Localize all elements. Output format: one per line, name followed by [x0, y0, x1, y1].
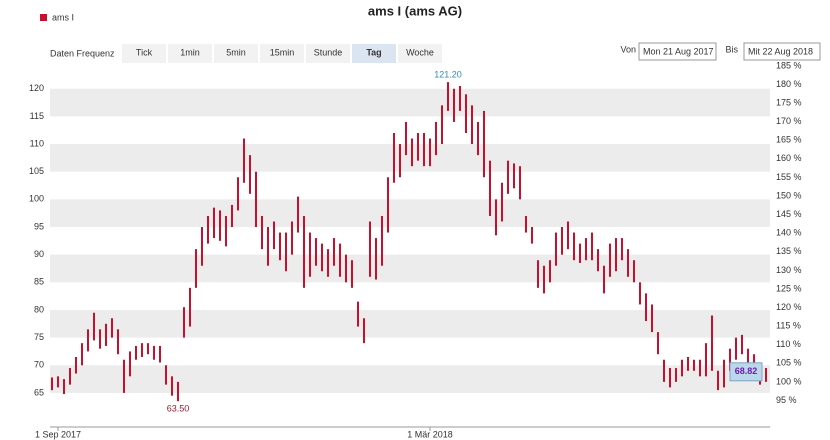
y2-tick-label: 100 %: [776, 376, 802, 386]
y-tick-label: 80: [34, 304, 44, 314]
grid-band: [50, 254, 770, 283]
y2-tick-label: 115 %: [776, 321, 801, 331]
frequency-button[interactable]: [306, 44, 350, 63]
frequency-button[interactable]: [352, 44, 396, 63]
y2-tick-label: 175 %: [776, 97, 802, 107]
y2-tick-label: 155 %: [776, 172, 802, 182]
frequency-button[interactable]: [168, 44, 212, 63]
grid-band: [50, 199, 770, 228]
y-tick-label: 75: [34, 332, 44, 342]
y2-tick-label: 180 %: [776, 79, 802, 89]
y2-tick-label: 135 %: [776, 246, 802, 256]
from-label: Von: [620, 44, 636, 54]
y-tick-label: 65: [34, 387, 44, 397]
y-tick-label: 90: [34, 249, 44, 259]
y2-tick-label: 120 %: [776, 302, 802, 312]
y-tick-label: 85: [34, 277, 44, 287]
frequency-button-label[interactable]: Tick: [136, 47, 153, 57]
legend-label[interactable]: ams I: [52, 12, 74, 22]
frequency-button-label[interactable]: Stunde: [314, 47, 343, 57]
frequency-button-label[interactable]: 5min: [226, 47, 246, 57]
y-tick-label: 105: [29, 166, 44, 176]
from-value[interactable]: Mon 21 Aug 2017: [643, 46, 714, 56]
grid-band: [50, 144, 770, 172]
last-value-box: [729, 362, 763, 382]
frequency-button[interactable]: [260, 44, 304, 63]
y-tick-label: 110: [30, 138, 44, 148]
y-tick-label: 100: [29, 194, 44, 204]
y-tick-label: 95: [34, 221, 44, 231]
frequency-button[interactable]: [398, 44, 442, 63]
y2-tick-label: 145 %: [776, 209, 802, 219]
y2-tick-label: 165 %: [776, 135, 802, 145]
grid-band: [50, 88, 770, 117]
y2-tick-label: 105 %: [776, 358, 802, 368]
y2-tick-label: 95 %: [776, 395, 797, 405]
min-label: 63.50: [167, 404, 190, 414]
frequency-label: Daten Frequenz: [50, 48, 115, 58]
frequency-button-label[interactable]: 15min: [270, 47, 295, 57]
grid-band: [50, 309, 770, 338]
y2-tick-label: 125 %: [776, 283, 802, 293]
frequency-button[interactable]: [122, 44, 166, 63]
to-value[interactable]: Mit 22 Aug 2018: [748, 46, 813, 56]
frequency-button[interactable]: [214, 44, 258, 63]
frequency-button-label[interactable]: 1min: [180, 47, 200, 57]
y-tick-label: 70: [34, 360, 44, 370]
to-input[interactable]: [743, 42, 821, 61]
grid-band: [50, 365, 770, 393]
y2-tick-label: 130 %: [776, 265, 802, 275]
max-label: 121.20: [434, 69, 462, 79]
x-tick-label: 1 Sep 2017: [35, 429, 81, 439]
frequency-button-label[interactable]: Woche: [406, 47, 434, 57]
frequency-button-label[interactable]: Tag: [366, 47, 381, 57]
from-input[interactable]: [638, 42, 717, 61]
y2-tick-label: 110 %: [776, 339, 801, 349]
y2-tick-label: 160 %: [776, 153, 802, 163]
y2-tick-label: 185 %: [776, 60, 802, 70]
y2-tick-label: 170 %: [776, 116, 802, 126]
legend-swatch: [40, 14, 47, 21]
y-tick-label: 120: [29, 83, 44, 93]
y-tick-label: 115: [30, 111, 44, 121]
to-label: Bis: [725, 44, 738, 54]
last-value-label: 68.82: [735, 366, 758, 376]
y2-tick-label: 150 %: [776, 190, 802, 200]
chart-title: ams I (ams AG): [368, 3, 462, 18]
y2-tick-label: 140 %: [776, 228, 802, 238]
x-tick-label: 1 Mär 2018: [407, 429, 453, 439]
